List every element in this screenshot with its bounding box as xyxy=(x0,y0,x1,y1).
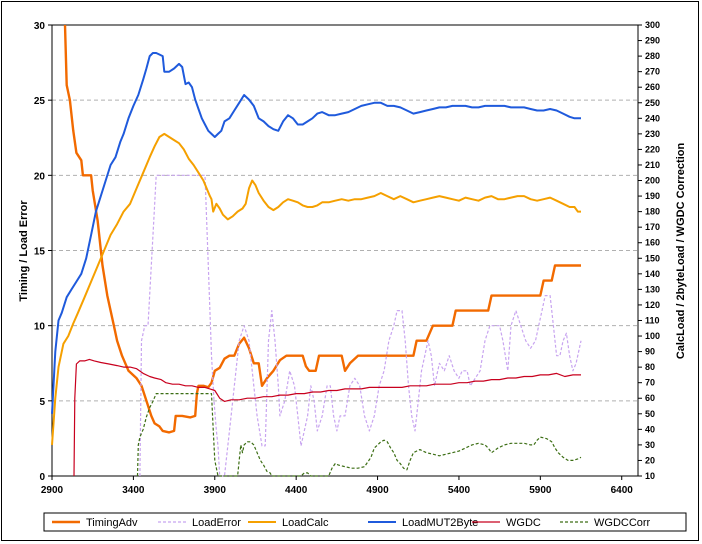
series-line-loaderror xyxy=(139,174,582,477)
x-tick-label: 5900 xyxy=(529,485,552,496)
y-tick-label-right: 250 xyxy=(645,98,660,108)
x-tick-label: 6400 xyxy=(611,485,634,496)
y-tick-label-right: 90 xyxy=(645,347,655,357)
x-tick-label: 4400 xyxy=(285,485,308,496)
y-tick-label-right: 190 xyxy=(645,191,660,201)
y-tick-label-right: 240 xyxy=(645,113,660,123)
series-line-loadcalc xyxy=(51,132,581,445)
y-tick-label-left: 0 xyxy=(39,472,45,483)
y-tick-label-right: 230 xyxy=(645,129,660,139)
y-tick-label-right: 140 xyxy=(645,269,660,279)
series-line-timingadv xyxy=(63,24,581,434)
y-tick-label-right: 120 xyxy=(645,300,660,310)
y-tick-label-right: 260 xyxy=(645,82,660,92)
y-tick-label-right: 180 xyxy=(645,207,660,217)
legend-label-wgdc: WGDC xyxy=(506,517,541,529)
y-tick-label-right: 50 xyxy=(645,409,655,419)
legend-label-timingadv: TimingAdv xyxy=(86,517,138,529)
y-tick-label-right: 30 xyxy=(645,440,655,450)
y-tick-label-right: 70 xyxy=(645,378,655,388)
y-tick-label-right: 220 xyxy=(645,144,660,154)
x-tick-label: 3400 xyxy=(122,485,145,496)
series-line-loadmut2byte xyxy=(51,52,581,414)
y-tick-label-right: 10 xyxy=(645,471,655,481)
y-tick-label-left: 30 xyxy=(34,21,46,32)
legend-label-loaderror: LoadError xyxy=(192,517,241,529)
y-tick-label-right: 130 xyxy=(645,284,660,294)
y-tick-label-right: 270 xyxy=(645,67,660,77)
series-line-wgdc xyxy=(73,358,581,477)
series-line-wgdccorr xyxy=(136,393,582,477)
y-tick-label-right: 20 xyxy=(645,455,655,465)
y-tick-label-right: 110 xyxy=(645,315,660,325)
y-tick-label-right: 40 xyxy=(645,424,655,434)
y-tick-label-right: 160 xyxy=(645,238,660,248)
y-tick-label-right: 60 xyxy=(645,393,655,403)
y-tick-label-right: 150 xyxy=(645,253,660,263)
y-tick-label-right: 290 xyxy=(645,36,660,46)
x-tick-label: 4900 xyxy=(366,485,389,496)
legend-box xyxy=(43,512,687,532)
series-lines xyxy=(51,24,582,477)
y-tick-label-left: 25 xyxy=(34,96,46,107)
axis-ticks: 2900 3400 3900 4400 4900 5400 5900 6400 0 5 10 15 20… xyxy=(34,20,660,496)
y-axis-label-left: Timing / Load Error xyxy=(18,200,30,302)
y-tick-label-right: 280 xyxy=(645,51,660,61)
y-tick-label-right: 300 xyxy=(645,20,660,30)
y-tick-label-right: 210 xyxy=(645,160,660,170)
y-tick-label-right: 80 xyxy=(645,362,655,372)
gridlines xyxy=(52,99,638,402)
y-tick-label-right: 100 xyxy=(645,331,660,341)
y-tick-label-right: 170 xyxy=(645,222,660,232)
y-tick-label-left: 10 xyxy=(34,322,46,333)
legend-label-wgdccorr: WGDCCorr xyxy=(594,517,651,529)
y-tick-label-left: 15 xyxy=(34,247,46,258)
x-tick-label: 5400 xyxy=(448,485,471,496)
x-tick-label: 2900 xyxy=(41,485,64,496)
y-tick-label-left: 20 xyxy=(34,171,46,182)
x-tick-label: 3900 xyxy=(204,485,227,496)
legend: TimingAdv LoadError LoadCalc LoadMUT2Byte WG… xyxy=(52,517,651,529)
y-axis-label-right: CalcLoad / 2byteLoad / WGDC Correction xyxy=(675,143,687,360)
y-tick-label-left: 5 xyxy=(39,397,45,408)
y-tick-label-right: 200 xyxy=(645,176,660,186)
legend-label-loadmut2byte: LoadMUT2Byte xyxy=(402,517,478,529)
legend-label-loadcalc: LoadCalc xyxy=(282,517,329,529)
